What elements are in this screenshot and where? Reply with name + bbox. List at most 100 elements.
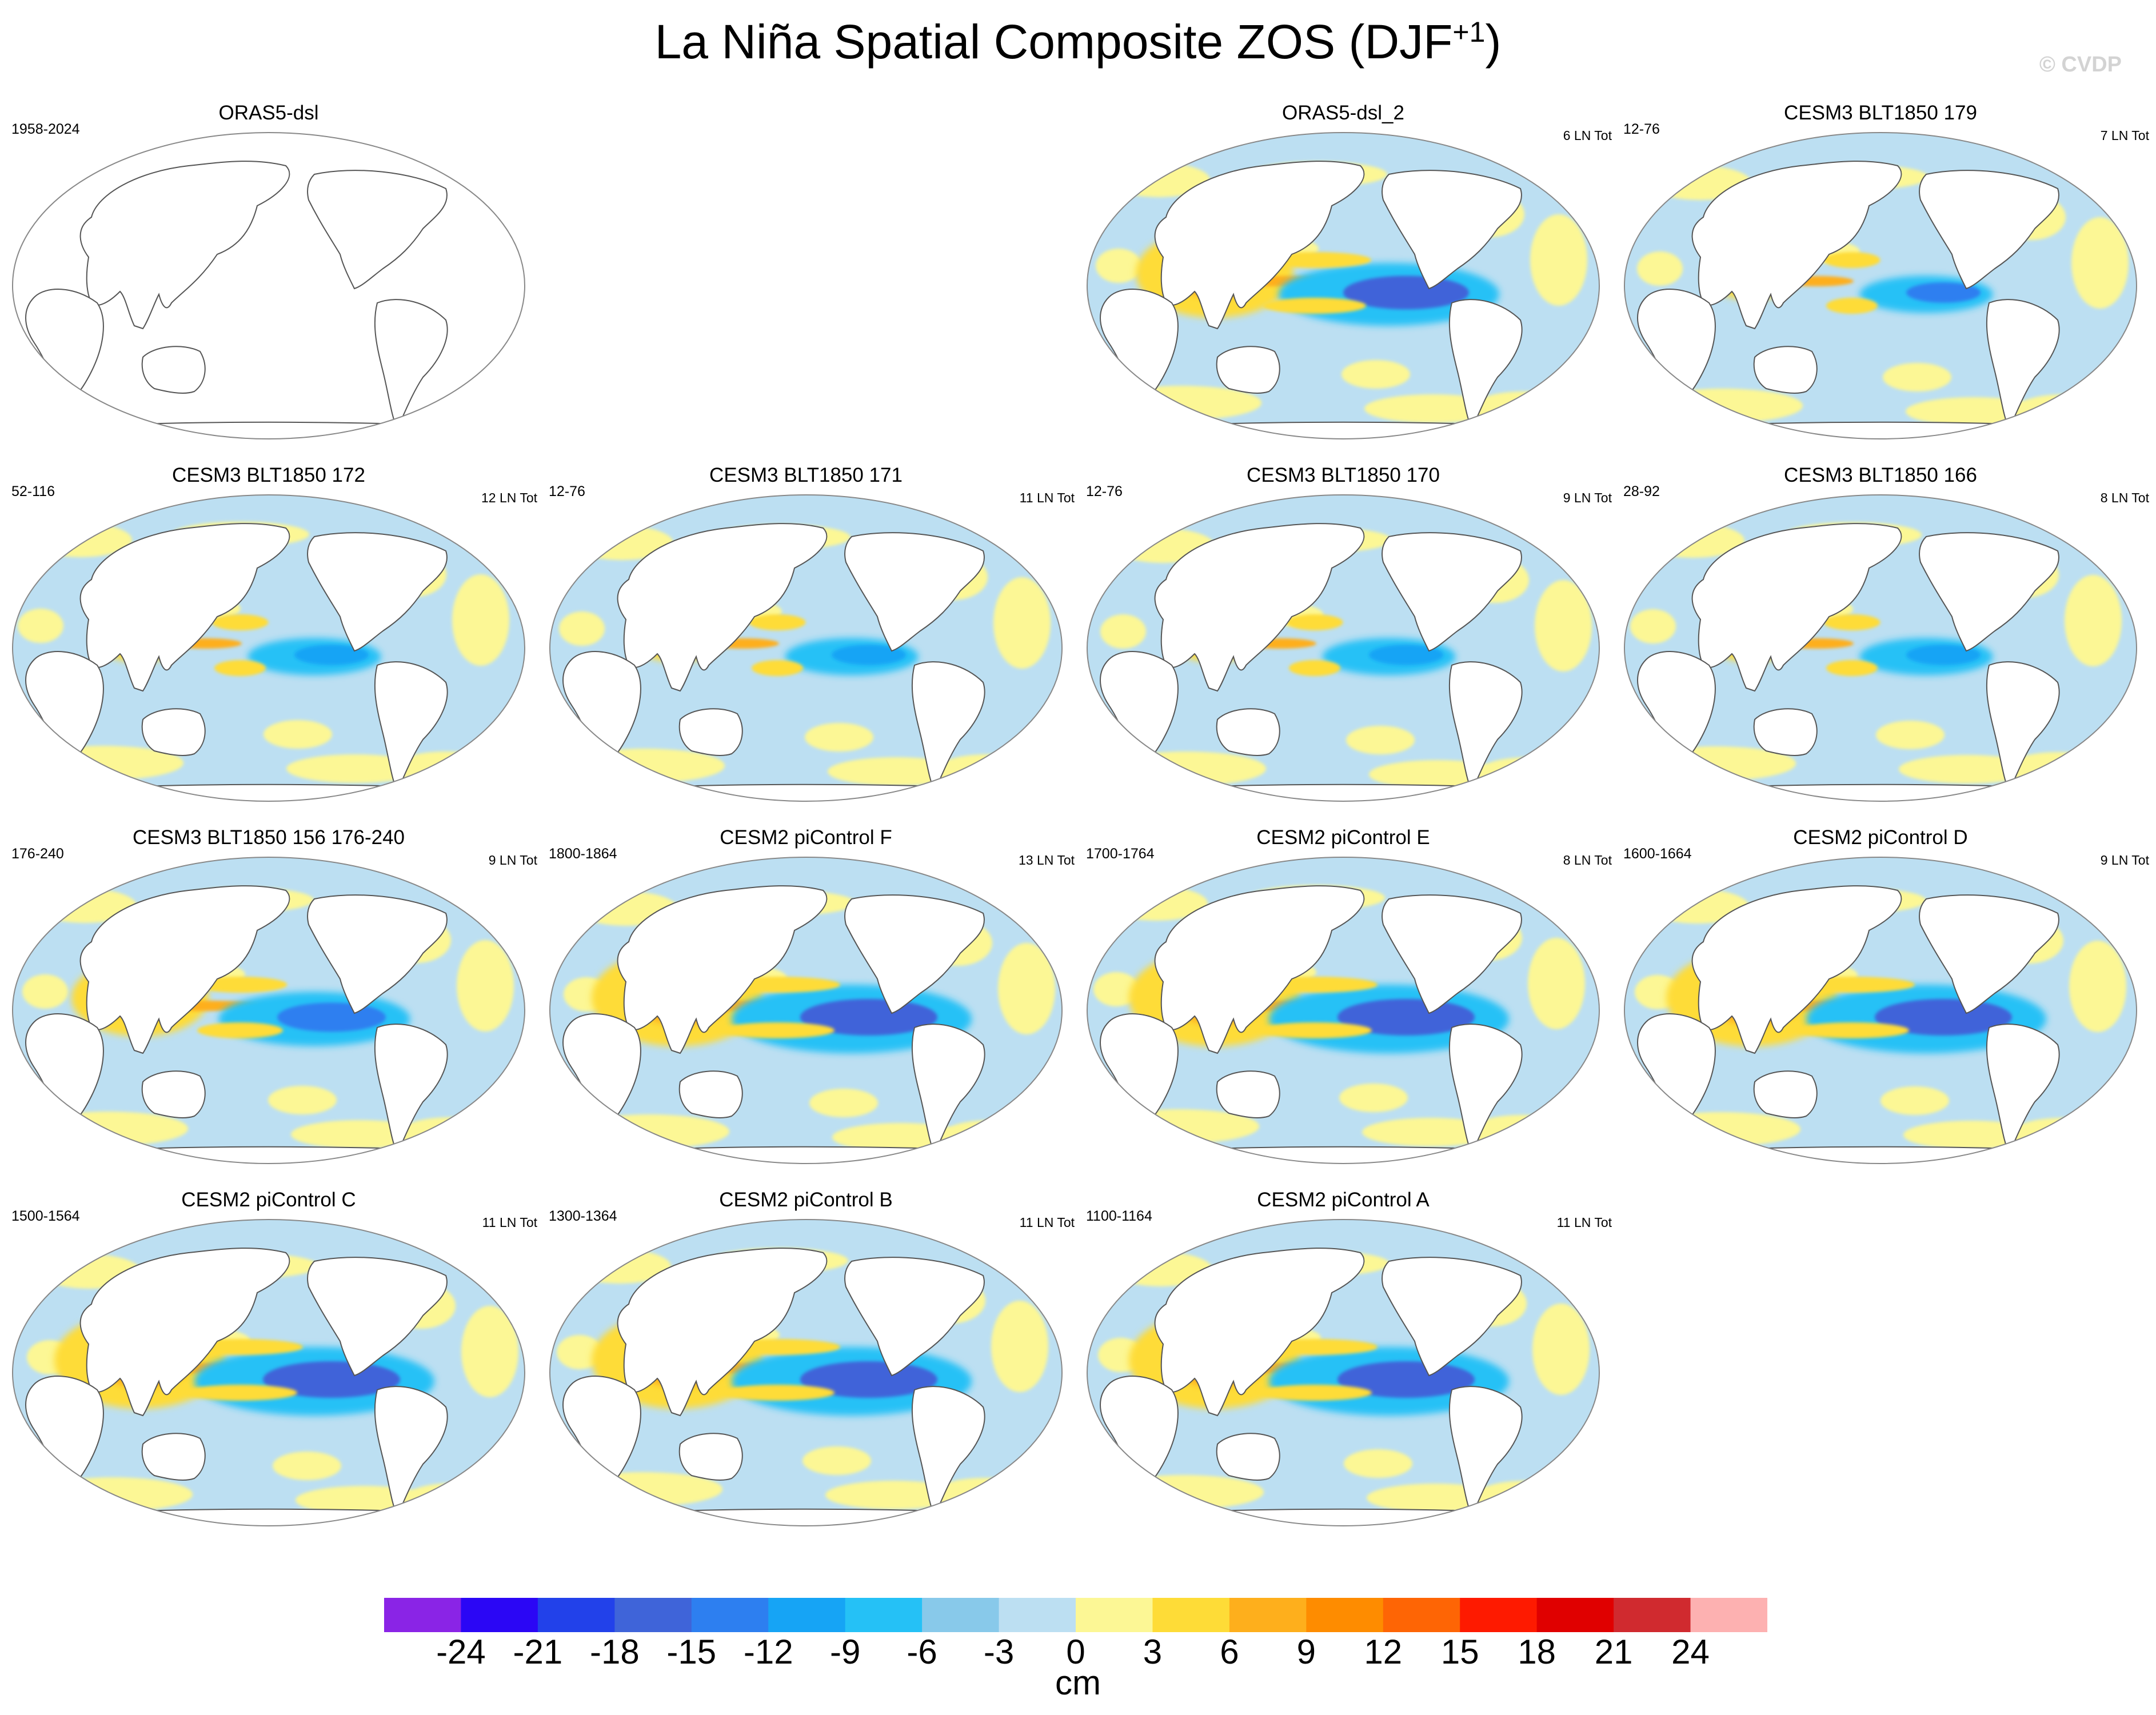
continent-greenland <box>2056 151 2110 180</box>
panel-event-count: 9 LN Tot <box>488 853 537 868</box>
panel-title: CESM3 BLT1850 166 <box>1784 464 1977 486</box>
map-panel: CESM3 BLT1850 171 12-76 11 LN Tot <box>537 464 1075 818</box>
globe-map <box>549 857 1063 1164</box>
globe-outline <box>1087 494 1600 802</box>
colorbar-swatch <box>1152 1598 1230 1632</box>
continent-antarctic <box>1120 1508 1567 1526</box>
panel-title: CESM3 BLT1850 156 176-240 <box>132 826 405 849</box>
positive-anomaly-patch <box>1906 397 2043 426</box>
panel-title: CESM2 piControl B <box>719 1189 893 1211</box>
positive-anomaly-patch <box>947 1120 1038 1143</box>
positive-anomaly-patch <box>1483 757 1575 780</box>
continent-antarctic <box>1657 421 2104 439</box>
positive-anomaly-patch <box>1532 1304 1590 1395</box>
continent-greenland <box>981 1238 1036 1267</box>
positive-anomaly-patch <box>1880 1086 1949 1115</box>
continent-namerica <box>1919 170 2059 290</box>
map-panel: CESM2 piControl D 1600-1664 9 LN Tot <box>1612 826 2149 1181</box>
globe-map <box>1624 132 2137 439</box>
positive-anomaly-patch <box>2018 1118 2109 1141</box>
continent-antarctic <box>45 1146 492 1164</box>
panel-period: 1700-1764 <box>1086 846 1155 862</box>
panel-event-count: 13 LN Tot <box>1018 853 1075 868</box>
positive-anomaly-patch <box>268 1086 337 1114</box>
positive-anomaly-patch <box>1096 249 1141 283</box>
panel-title: ORAS5-dsl_2 <box>1282 102 1404 124</box>
positive-anomaly-patch <box>1630 609 1676 643</box>
panel-period: 12-76 <box>1623 121 1660 137</box>
globe-map <box>1087 1219 1600 1526</box>
panel-title: CESM3 BLT1850 179 <box>1784 102 1977 124</box>
positive-anomaly-patch <box>263 720 332 749</box>
panel-period: 1100-1164 <box>1086 1208 1152 1224</box>
globe-outline <box>549 857 1063 1164</box>
positive-anomaly-patch <box>28 1112 188 1146</box>
positive-anomaly-patch <box>18 609 63 643</box>
continent-antarctic <box>582 1146 1029 1164</box>
colorbar-tick-label: -6 <box>907 1633 937 1671</box>
positive-anomaly-patch <box>809 1089 878 1117</box>
map-panel: CESM3 BLT1850 156 176-240 176-240 9 LN Tot <box>0 826 537 1181</box>
panel-period: 12-76 <box>1086 483 1123 499</box>
colorbar <box>384 1598 1767 1632</box>
colorbar-swatch <box>614 1598 692 1632</box>
positive-anomaly-patch <box>559 611 605 646</box>
cold-tongue-peak <box>263 1361 400 1398</box>
continent-greenland <box>1519 876 1573 905</box>
colorbar-swatch <box>1536 1598 1614 1632</box>
colorbar-swatch <box>1460 1598 1538 1632</box>
continent-namerica <box>1382 170 1522 290</box>
continent-samerica <box>1448 1024 1523 1155</box>
panel-event-count: 11 LN Tot <box>1019 1215 1075 1230</box>
continent-namerica <box>1382 532 1522 652</box>
panel-period: 1800-1864 <box>549 846 617 862</box>
panel-title: CESM3 BLT1850 171 <box>709 464 903 486</box>
colorbar-swatch <box>1614 1598 1691 1632</box>
map-panel: CESM2 piControl F 1800-1864 13 LN Tot <box>537 826 1075 1181</box>
continent-namerica <box>1382 894 1522 1014</box>
figure-title: La Niña Spatial Composite ZOS (DJF+1) <box>654 15 1502 69</box>
map-panel: CESM2 piControl C 1500-1564 11 LN Tot <box>0 1189 537 1543</box>
continent-namerica <box>307 532 448 652</box>
continent-namerica <box>1919 532 2059 652</box>
continent-australia <box>141 1070 206 1118</box>
cold-tongue-peak <box>277 1002 386 1032</box>
positive-anomaly-patch <box>1528 938 1585 1029</box>
map-panel: CESM2 piControl B 1300-1364 11 LN Tot <box>537 1189 1075 1543</box>
panel-event-count: 8 LN Tot <box>2100 490 2149 505</box>
positive-anomaly-patch <box>1883 363 1951 391</box>
continent-antarctic <box>1657 783 2104 801</box>
colorbar-tick-label: -24 <box>436 1633 486 1671</box>
continent-namerica <box>1382 1257 1522 1377</box>
map-panel: ORAS5-dsl 1958-2024 <box>0 102 537 456</box>
map-panel: CESM3 BLT1850 179 12-76 7 LN Tot <box>1612 102 2149 456</box>
colorbar-tick-label: 0 <box>1066 1633 1085 1671</box>
positive-anomaly-patch <box>1643 389 1803 423</box>
map-panel: CESM2 piControl A 1100-1164 11 LN Tot <box>1075 1189 1612 1543</box>
panel-period: 12-76 <box>549 483 585 499</box>
globe-map <box>12 1219 525 1526</box>
colorbar-swatch <box>922 1598 1000 1632</box>
map-panel: CESM3 BLT1850 172 52-116 12 LN Tot <box>0 464 537 818</box>
colorbar-tick-label: 9 <box>1296 1633 1316 1671</box>
continent-antarctic <box>45 421 492 439</box>
continent-australia <box>1216 1070 1280 1118</box>
cold-tongue-peak <box>832 645 906 665</box>
positive-anomaly-patch <box>405 1117 497 1140</box>
colorbar-swatch <box>768 1598 846 1632</box>
globe-map <box>12 132 525 439</box>
continent-antarctic <box>1657 1146 2104 1164</box>
colorbar-swatch <box>999 1598 1076 1632</box>
positive-anomaly-patch <box>993 577 1051 669</box>
continent-samerica <box>1986 1024 2060 1155</box>
colorbar-swatch <box>1076 1598 1153 1632</box>
positive-anomaly-patch <box>1876 721 1945 749</box>
continent-samerica <box>911 661 985 793</box>
continent-greenland <box>1519 514 1573 542</box>
continent-greenland <box>1519 151 1573 180</box>
continent-australia <box>1753 1070 1818 1118</box>
positive-anomaly-patch <box>1530 214 1587 306</box>
continent-australia <box>141 1433 206 1481</box>
colorbar-tick-label: -3 <box>983 1633 1015 1671</box>
continent-australia <box>1216 708 1280 756</box>
